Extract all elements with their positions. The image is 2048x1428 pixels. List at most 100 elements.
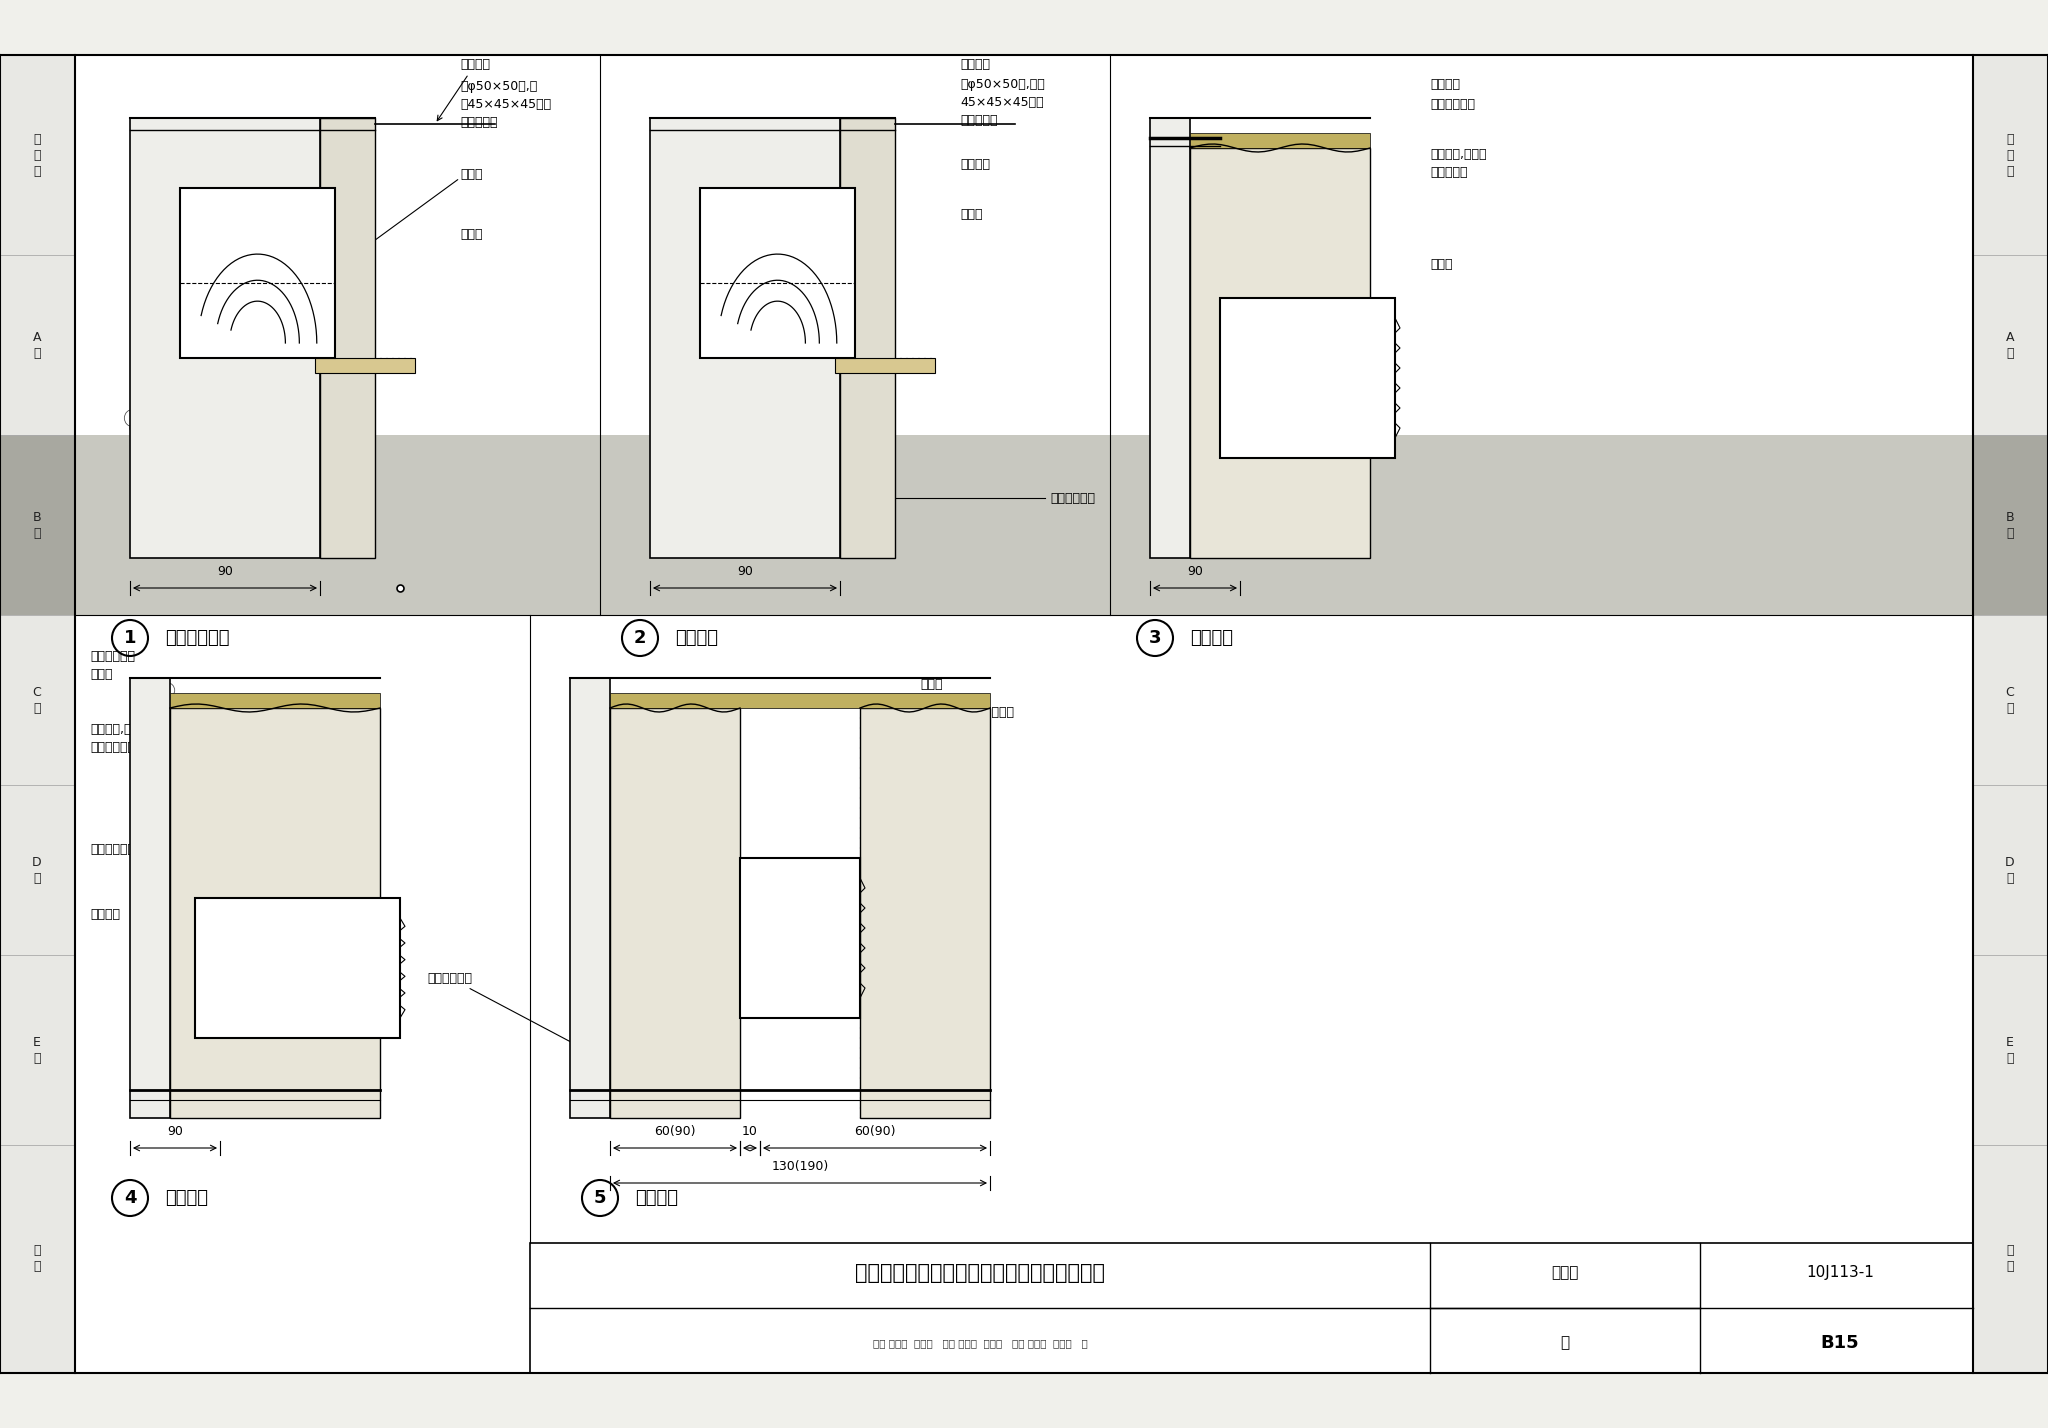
Point xyxy=(1155,380,1188,403)
Text: 电线暗管: 电线暗管 xyxy=(1430,79,1460,91)
Bar xyxy=(0,436,76,615)
Point xyxy=(248,194,281,217)
Point xyxy=(147,428,180,451)
Point xyxy=(682,533,715,555)
Point xyxy=(168,537,201,560)
Point xyxy=(162,430,195,453)
Text: 用胶泥粘牢: 用胶泥粘牢 xyxy=(961,114,997,127)
Point xyxy=(219,208,252,231)
Point xyxy=(141,514,174,537)
Text: 1: 1 xyxy=(123,628,137,647)
Point xyxy=(774,323,807,346)
Point xyxy=(254,487,287,510)
Point xyxy=(274,516,307,538)
Text: 粘结剂: 粘结剂 xyxy=(920,678,942,691)
Point xyxy=(676,136,709,159)
Point xyxy=(670,364,702,387)
Bar xyxy=(170,693,381,708)
Text: 埋45×45×45木块: 埋45×45×45木块 xyxy=(461,99,551,111)
Point xyxy=(784,393,817,416)
Point xyxy=(737,448,770,471)
Point xyxy=(215,224,248,247)
Point xyxy=(1157,204,1190,227)
Bar xyxy=(860,708,989,1118)
Point xyxy=(643,297,676,320)
Text: 剂埋电气盒: 剂埋电气盒 xyxy=(1430,166,1468,178)
Point xyxy=(127,144,160,167)
Point xyxy=(780,454,813,477)
Point xyxy=(1155,448,1188,471)
Point xyxy=(145,307,178,330)
Point xyxy=(715,129,748,151)
Bar xyxy=(1221,298,1395,458)
Point xyxy=(745,176,778,198)
Text: 木垫块: 木垫块 xyxy=(461,228,483,241)
Text: 明线拉线开关: 明线拉线开关 xyxy=(166,628,229,647)
Point xyxy=(225,441,258,464)
Point xyxy=(295,276,328,298)
Text: 图集号: 图集号 xyxy=(1550,1265,1579,1281)
Point xyxy=(745,181,778,204)
Point xyxy=(752,171,784,194)
Point xyxy=(213,280,246,303)
Text: 暗线插座: 暗线插座 xyxy=(635,1190,678,1207)
Point xyxy=(289,383,322,406)
Text: 条板开孔,用粘结: 条板开孔,用粘结 xyxy=(1430,149,1487,161)
Point xyxy=(571,962,604,985)
Bar xyxy=(76,1242,1972,1372)
Point xyxy=(690,376,723,398)
Text: 2: 2 xyxy=(633,628,647,647)
Text: 电线暗管: 电线暗管 xyxy=(90,908,121,921)
Point xyxy=(221,537,254,560)
Text: 粘结剂: 粘结剂 xyxy=(1430,258,1452,271)
Point xyxy=(565,994,598,1017)
Bar xyxy=(319,119,375,558)
Point xyxy=(272,150,305,173)
Text: 明线插座: 明线插座 xyxy=(961,159,989,171)
Point xyxy=(709,526,741,548)
Point xyxy=(727,351,760,374)
Text: 钻φ50×50孔,预埋: 钻φ50×50孔,预埋 xyxy=(961,79,1044,91)
Point xyxy=(735,400,768,423)
Text: 10J113-1: 10J113-1 xyxy=(1806,1265,1874,1281)
Text: E
型: E 型 xyxy=(2007,1035,2013,1064)
Point xyxy=(578,1032,610,1055)
Point xyxy=(567,1041,600,1064)
Point xyxy=(760,497,793,520)
Point xyxy=(139,139,172,161)
Point xyxy=(301,253,334,276)
Text: D
型: D 型 xyxy=(2005,855,2015,884)
Text: 明线插座: 明线插座 xyxy=(676,628,719,647)
Point xyxy=(254,281,287,304)
Bar xyxy=(840,119,895,558)
Point xyxy=(119,378,152,401)
Point xyxy=(137,468,170,491)
Point xyxy=(788,218,821,241)
Point xyxy=(1145,376,1178,398)
Bar xyxy=(739,858,860,1018)
Bar xyxy=(76,436,1972,615)
Bar xyxy=(610,693,989,708)
Point xyxy=(575,684,608,707)
Point xyxy=(1145,119,1178,141)
Text: 粘结剂埋电气盒: 粘结剂埋电气盒 xyxy=(90,741,143,754)
Text: C
型: C 型 xyxy=(2005,685,2015,714)
Point xyxy=(784,316,817,338)
Point xyxy=(147,914,180,937)
Point xyxy=(229,513,262,536)
Point xyxy=(141,141,174,164)
Point xyxy=(674,354,707,377)
Point xyxy=(676,238,709,261)
Point xyxy=(649,227,682,250)
Text: A
型: A 型 xyxy=(33,330,41,360)
Text: 钻φ50×50孔,预: 钻φ50×50孔,预 xyxy=(461,80,537,93)
Bar xyxy=(1190,149,1370,558)
Point xyxy=(139,460,172,483)
Point xyxy=(219,131,252,154)
Point xyxy=(657,500,690,523)
Point xyxy=(158,488,190,511)
Text: 45×45×45木块: 45×45×45木块 xyxy=(961,96,1044,109)
Text: 90: 90 xyxy=(168,1125,182,1138)
Point xyxy=(686,256,719,278)
Text: 附
录: 附 录 xyxy=(33,1244,41,1274)
